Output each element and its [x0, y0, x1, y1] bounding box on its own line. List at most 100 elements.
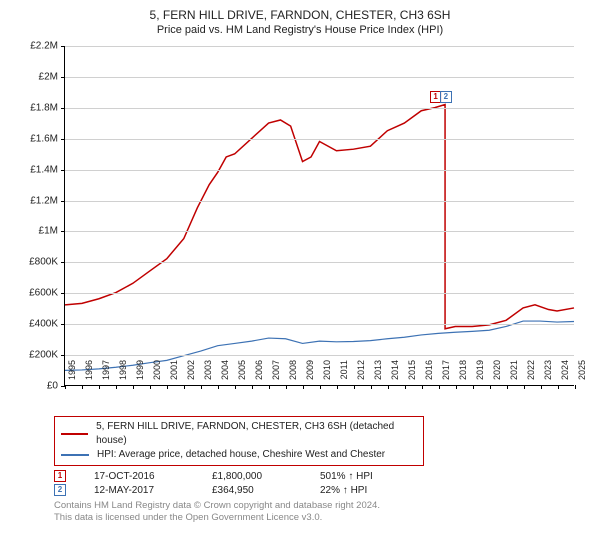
legend-row: 5, FERN HILL DRIVE, FARNDON, CHESTER, CH… — [61, 420, 417, 448]
x-tick-label: 2004 — [220, 360, 230, 390]
x-tick-label: 2002 — [186, 360, 196, 390]
gridline — [65, 170, 574, 171]
y-tick — [61, 46, 65, 47]
x-tick-label: 2020 — [492, 360, 502, 390]
x-tick-label: 1995 — [67, 360, 77, 390]
x-tick — [303, 385, 304, 389]
x-tick-label: 2011 — [339, 360, 349, 390]
x-tick — [405, 385, 406, 389]
x-tick — [388, 385, 389, 389]
x-tick — [99, 385, 100, 389]
x-tick-label: 2023 — [543, 360, 553, 390]
footer: Contains HM Land Registry data © Crown c… — [54, 500, 588, 524]
x-tick — [507, 385, 508, 389]
x-tick — [133, 385, 134, 389]
legend-swatch — [61, 454, 89, 456]
y-tick-label: £1M — [14, 226, 58, 237]
footer-line2: This data is licensed under the Open Gov… — [54, 512, 588, 524]
x-tick-label: 2014 — [390, 360, 400, 390]
x-tick — [116, 385, 117, 389]
gridline — [65, 46, 574, 47]
x-tick — [235, 385, 236, 389]
x-tick-label: 2016 — [424, 360, 434, 390]
x-tick — [354, 385, 355, 389]
x-tick — [320, 385, 321, 389]
x-tick — [286, 385, 287, 389]
sale-row: 117-OCT-2016£1,800,000501% ↑ HPI — [54, 470, 588, 482]
x-tick — [218, 385, 219, 389]
x-tick-label: 2006 — [254, 360, 264, 390]
x-tick-label: 2022 — [526, 360, 536, 390]
x-tick — [490, 385, 491, 389]
x-tick-label: 2001 — [169, 360, 179, 390]
x-tick — [167, 385, 168, 389]
x-tick-label: 2009 — [305, 360, 315, 390]
sale-row: 212-MAY-2017£364,95022% ↑ HPI — [54, 484, 588, 496]
sales-list: 117-OCT-2016£1,800,000501% ↑ HPI212-MAY-… — [12, 470, 588, 496]
x-tick-label: 2012 — [356, 360, 366, 390]
y-tick-label: £800K — [14, 257, 58, 268]
gridline — [65, 77, 574, 78]
gridline — [65, 293, 574, 294]
x-tick-label: 2010 — [322, 360, 332, 390]
x-tick-label: 2008 — [288, 360, 298, 390]
x-tick — [422, 385, 423, 389]
chart-area: 12 £0£200K£400K£600K£800K£1M£1.2M£1.4M£1… — [22, 42, 578, 412]
sale-price: £364,950 — [212, 485, 292, 496]
sale-marker: 1 — [54, 470, 66, 482]
y-tick-label: £1.8M — [14, 102, 58, 113]
x-tick-label: 2025 — [577, 360, 587, 390]
chart-lines — [65, 46, 574, 385]
x-tick-label: 2007 — [271, 360, 281, 390]
gridline — [65, 324, 574, 325]
chart-title: 5, FERN HILL DRIVE, FARNDON, CHESTER, CH… — [12, 8, 588, 22]
legend-label: HPI: Average price, detached house, Ches… — [97, 448, 385, 462]
x-tick-label: 2003 — [203, 360, 213, 390]
x-tick-label: 2015 — [407, 360, 417, 390]
y-tick-label: £200K — [14, 350, 58, 361]
y-tick-label: £0 — [14, 381, 58, 392]
x-tick-label: 2019 — [475, 360, 485, 390]
sale-date: 17-OCT-2016 — [94, 471, 184, 482]
legend-box: 5, FERN HILL DRIVE, FARNDON, CHESTER, CH… — [54, 416, 424, 466]
x-tick — [82, 385, 83, 389]
y-tick-label: £600K — [14, 288, 58, 299]
x-tick-label: 2005 — [237, 360, 247, 390]
x-tick-label: 2018 — [458, 360, 468, 390]
x-tick — [541, 385, 542, 389]
x-tick — [575, 385, 576, 389]
x-tick — [201, 385, 202, 389]
x-tick-label: 2024 — [560, 360, 570, 390]
y-tick — [61, 324, 65, 325]
y-tick-label: £1.2M — [14, 195, 58, 206]
y-tick-label: £1.4M — [14, 164, 58, 175]
x-tick — [269, 385, 270, 389]
sale-pct: 501% ↑ HPI — [320, 471, 373, 482]
footer-line1: Contains HM Land Registry data © Crown c… — [54, 500, 588, 512]
y-tick — [61, 108, 65, 109]
gridline — [65, 201, 574, 202]
x-tick — [65, 385, 66, 389]
plot-region: 12 — [64, 46, 574, 386]
y-tick — [61, 77, 65, 78]
x-tick — [184, 385, 185, 389]
x-tick-label: 2000 — [152, 360, 162, 390]
y-tick-label: £2M — [14, 71, 58, 82]
gridline — [65, 108, 574, 109]
x-tick-label: 2013 — [373, 360, 383, 390]
gridline — [65, 355, 574, 356]
x-tick — [150, 385, 151, 389]
chart-marker: 2 — [440, 91, 452, 103]
x-tick — [371, 385, 372, 389]
y-tick-label: £2.2M — [14, 41, 58, 52]
x-tick — [337, 385, 338, 389]
gridline — [65, 262, 574, 263]
x-tick — [456, 385, 457, 389]
x-tick-label: 1997 — [101, 360, 111, 390]
x-tick — [524, 385, 525, 389]
y-tick — [61, 355, 65, 356]
sale-date: 12-MAY-2017 — [94, 485, 184, 496]
x-tick-label: 1999 — [135, 360, 145, 390]
y-tick-label: £400K — [14, 319, 58, 330]
x-tick-label: 1998 — [118, 360, 128, 390]
